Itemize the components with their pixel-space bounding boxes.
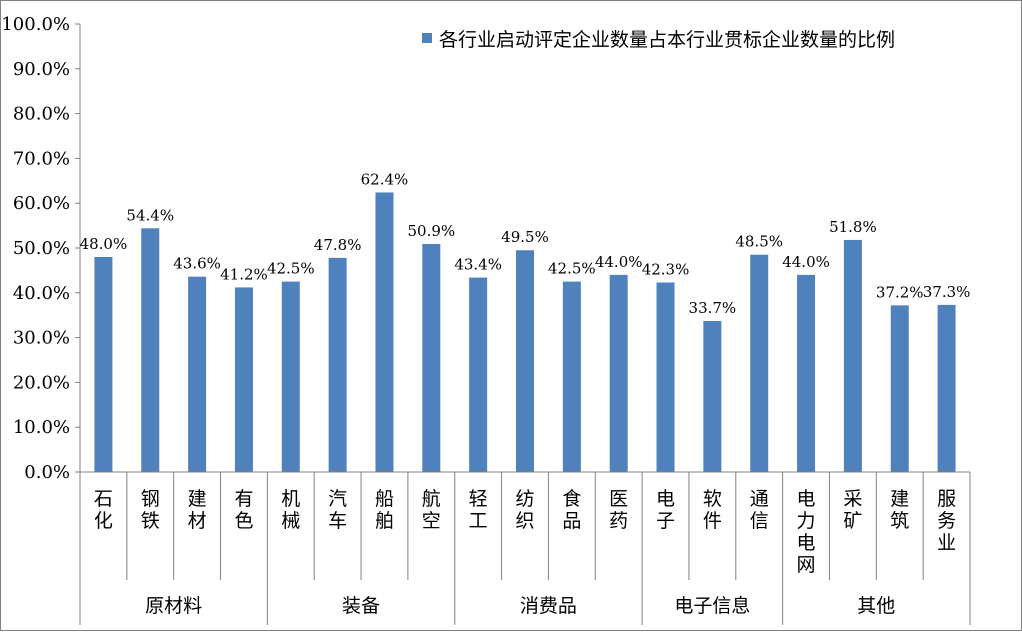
y-tick-label: 90.0% bbox=[13, 59, 70, 80]
data-label: 47.8% bbox=[314, 236, 362, 254]
group-label: 其他 bbox=[857, 595, 895, 617]
bar bbox=[281, 281, 300, 472]
data-label: 42.5% bbox=[548, 260, 596, 278]
category-label: 电子 bbox=[656, 488, 675, 532]
bar bbox=[750, 254, 769, 472]
category-label: 航空 bbox=[422, 488, 441, 532]
data-label: 37.2% bbox=[876, 283, 924, 301]
category-label: 钢铁 bbox=[141, 488, 160, 532]
group-label: 消费品 bbox=[520, 595, 577, 617]
data-label: 48.0% bbox=[80, 235, 128, 253]
category-label: 医药 bbox=[609, 488, 628, 532]
data-label: 50.9% bbox=[407, 222, 455, 240]
category-label: 电力电网 bbox=[797, 488, 816, 576]
data-label: 42.3% bbox=[642, 260, 690, 278]
category-label: 服务业 bbox=[937, 488, 956, 554]
bar bbox=[375, 192, 394, 472]
bar bbox=[516, 250, 534, 472]
category-label: 有色 bbox=[234, 488, 253, 532]
category-label: 采矿 bbox=[843, 488, 862, 532]
category-label: 通信 bbox=[750, 488, 769, 532]
legend: 各行业启动评定企业数量占本行业贯标企业数量的比例 bbox=[422, 29, 895, 51]
bar bbox=[797, 274, 816, 472]
category-label: 软件 bbox=[703, 488, 722, 532]
y-tick-label: 80.0% bbox=[13, 104, 70, 125]
y-axis: 0.0% 10.0% 20.0% 30.0% 40.0% 50.0% 60.0% 70.0% 8… bbox=[1, 14, 81, 483]
bar bbox=[188, 276, 207, 472]
bar bbox=[656, 282, 675, 472]
y-tick-label: 60.0% bbox=[13, 193, 70, 214]
bar bbox=[94, 256, 113, 472]
group-label: 原材料 bbox=[145, 595, 202, 617]
y-tick-label: 100.0% bbox=[1, 14, 70, 35]
data-label: 49.5% bbox=[501, 228, 549, 246]
data-label: 41.2% bbox=[220, 265, 268, 283]
legend-label: 各行业启动评定企业数量占本行业贯标企业数量的比例 bbox=[439, 29, 895, 51]
bar bbox=[890, 305, 909, 472]
bar bbox=[234, 287, 253, 472]
bars: 48.0%54.4%43.6%41.2% 42.5%47.8%62.4%50.9%… bbox=[80, 170, 971, 472]
data-label: 44.0% bbox=[782, 253, 830, 271]
bar bbox=[422, 243, 441, 472]
y-tick-label: 0.0% bbox=[24, 462, 70, 483]
data-label: 48.5% bbox=[735, 233, 783, 251]
data-label: 37.3% bbox=[923, 283, 971, 301]
data-label: 54.4% bbox=[126, 206, 174, 224]
y-tick-label: 40.0% bbox=[13, 283, 70, 304]
bar bbox=[469, 277, 488, 472]
category-label: 食品 bbox=[562, 488, 581, 532]
category-label: 汽车 bbox=[328, 488, 347, 532]
bar bbox=[562, 281, 581, 472]
category-label: 纺织 bbox=[515, 488, 534, 532]
bar bbox=[937, 304, 956, 472]
data-label: 62.4% bbox=[361, 170, 409, 188]
category-label: 石化 bbox=[94, 488, 113, 532]
data-label: 51.8% bbox=[829, 218, 877, 236]
y-tick-label: 20.0% bbox=[13, 372, 70, 393]
y-tick-label: 10.0% bbox=[13, 417, 70, 438]
data-label: 42.5% bbox=[267, 260, 315, 278]
category-label: 建材 bbox=[188, 488, 207, 532]
y-tick-label: 30.0% bbox=[13, 328, 70, 349]
data-label: 43.6% bbox=[173, 255, 221, 273]
bar bbox=[843, 239, 862, 472]
bar bbox=[703, 321, 722, 472]
bar bbox=[609, 274, 628, 472]
y-tick-label: 70.0% bbox=[13, 148, 70, 169]
category-label: 建筑 bbox=[890, 488, 909, 532]
bar bbox=[141, 228, 160, 472]
data-label: 44.0% bbox=[595, 253, 643, 271]
data-label: 33.7% bbox=[689, 299, 737, 317]
group-label: 装备 bbox=[342, 595, 380, 617]
data-label: 43.4% bbox=[454, 256, 502, 274]
category-label: 船舶 bbox=[375, 488, 394, 532]
y-tick-label: 50.0% bbox=[13, 238, 70, 259]
group-label: 电子信息 bbox=[674, 595, 750, 617]
legend-swatch bbox=[422, 33, 432, 43]
bar bbox=[328, 257, 347, 472]
category-label: 轻工 bbox=[469, 488, 488, 532]
category-label: 机械 bbox=[281, 488, 300, 532]
